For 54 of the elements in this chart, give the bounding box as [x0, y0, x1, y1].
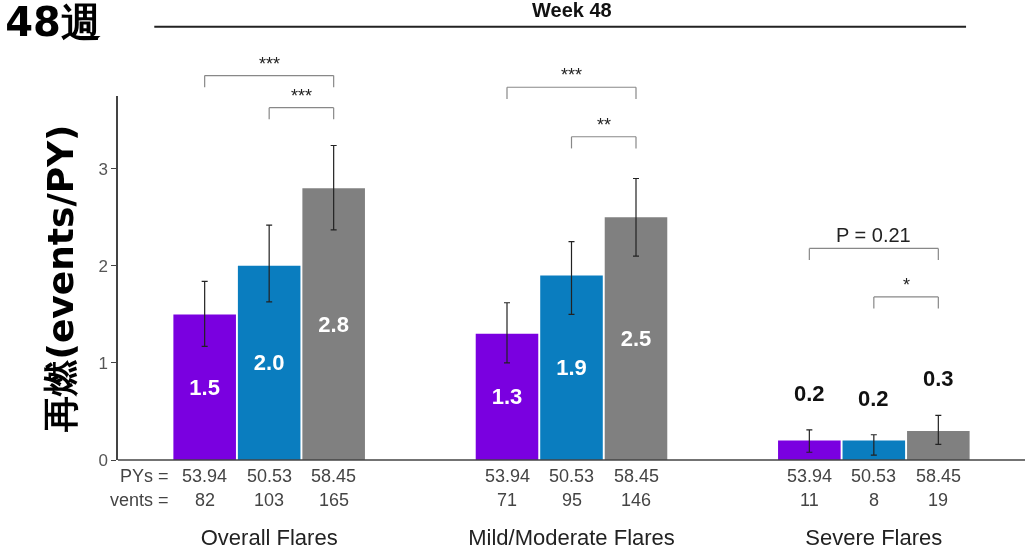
text: ***	[561, 65, 583, 85]
y-tick-label: 3	[98, 159, 108, 179]
chart-subtitle: Week 48	[532, 0, 612, 21]
text: 53.94	[485, 466, 531, 486]
text: 50.53	[247, 466, 293, 486]
bar	[778, 440, 841, 460]
x-tick-label: Overall Flares	[200, 525, 338, 550]
text: 82	[195, 490, 216, 510]
bar	[842, 440, 906, 460]
data-label: 2.0	[253, 350, 285, 376]
y-tick-label: 1	[98, 353, 108, 373]
text: 146	[621, 490, 652, 510]
data-label: 0.2	[858, 386, 889, 411]
bar	[173, 314, 236, 460]
annotation: *	[903, 275, 911, 295]
data-label: 0.3	[923, 366, 954, 391]
text: 53.94	[182, 466, 228, 486]
data-label: 1.5	[189, 374, 220, 400]
y-tick-label: 2	[98, 256, 108, 276]
text: 71	[497, 490, 518, 510]
data-label: 0.2	[794, 381, 825, 406]
text: 50.53	[851, 466, 897, 486]
bar	[237, 265, 301, 460]
text: 58.45	[916, 466, 962, 486]
bar	[475, 333, 539, 460]
bar	[604, 217, 668, 460]
text: 8	[869, 490, 880, 510]
text: 58.45	[614, 466, 660, 486]
text: 58.45	[311, 466, 357, 486]
y-axis-title: 再燃(events/PY)	[39, 124, 81, 433]
bar	[540, 275, 603, 460]
text: 50.53	[549, 466, 595, 486]
x-tick-label: Mild/Moderate Flares	[468, 525, 675, 550]
text: PYs =	[120, 466, 169, 486]
text: 103	[254, 490, 285, 510]
text: 95	[562, 490, 583, 510]
data-label: 2.5	[620, 326, 652, 352]
text: 53.94	[787, 466, 833, 486]
text: ***	[259, 54, 281, 74]
data-label: 2.8	[318, 311, 349, 337]
chart-title: 48週	[5, 0, 101, 46]
data-label: 1.3	[491, 384, 523, 410]
bar	[907, 430, 970, 460]
annotation: ***	[291, 86, 313, 106]
text: vents =	[110, 490, 169, 510]
text: 165	[319, 490, 350, 510]
x-tick-label: Severe Flares	[805, 525, 943, 550]
data-label: 1.9	[556, 355, 587, 381]
annotation: **	[597, 115, 612, 135]
text: 11	[800, 490, 819, 510]
bar	[302, 188, 365, 460]
y-tick-label: 0	[98, 450, 108, 470]
text: 19	[928, 490, 949, 510]
annotation: P = 0.21	[836, 224, 911, 246]
